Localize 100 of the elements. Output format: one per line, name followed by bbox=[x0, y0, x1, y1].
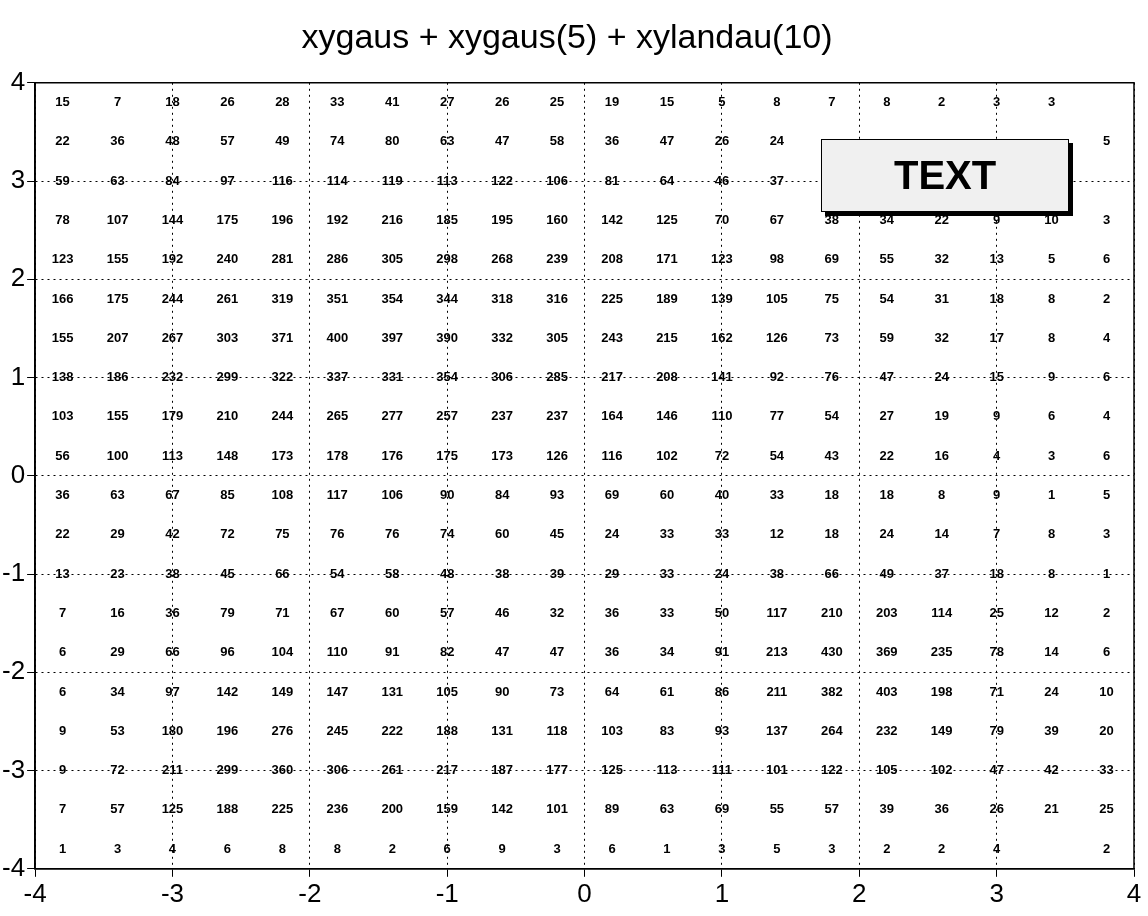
data-label: 36 bbox=[165, 604, 180, 620]
data-label: 237 bbox=[546, 408, 568, 424]
data-label: 6 bbox=[58, 683, 67, 699]
data-label: 155 bbox=[51, 329, 74, 345]
data-label: 27 bbox=[879, 408, 894, 424]
data-label: 8 bbox=[333, 840, 341, 856]
data-label: 8 bbox=[938, 487, 946, 503]
data-label: 200 bbox=[381, 801, 404, 817]
data-label: 4 bbox=[168, 840, 177, 856]
data-label: 164 bbox=[601, 408, 624, 424]
data-label: 5 bbox=[718, 94, 726, 110]
data-label: 210 bbox=[216, 408, 239, 424]
y-tick-label: -4 bbox=[1, 851, 26, 882]
data-label: 34 bbox=[110, 683, 126, 699]
data-label: 131 bbox=[491, 722, 513, 738]
data-label: 47 bbox=[494, 644, 510, 660]
data-label: 6 bbox=[1047, 408, 1056, 424]
data-label: 126 bbox=[766, 329, 788, 345]
data-label: 430 bbox=[820, 644, 843, 660]
data-label: 67 bbox=[165, 487, 180, 503]
data-label: 31 bbox=[934, 290, 949, 306]
data-label: 316 bbox=[546, 290, 568, 306]
data-label: 43 bbox=[824, 447, 840, 463]
data-label: 38 bbox=[494, 565, 510, 581]
data-label: 188 bbox=[216, 801, 239, 817]
data-label: 6 bbox=[58, 644, 67, 660]
data-label: 69 bbox=[824, 251, 840, 267]
data-label: 2 bbox=[883, 840, 891, 856]
data-label: 7 bbox=[58, 801, 67, 817]
data-label: 217 bbox=[436, 762, 459, 778]
data-label: 19 bbox=[604, 94, 620, 110]
data-label: 175 bbox=[216, 211, 239, 227]
data-label: 192 bbox=[326, 211, 349, 227]
data-label: 60 bbox=[659, 487, 675, 503]
data-label: 28 bbox=[275, 94, 290, 110]
data-label: 1 bbox=[1047, 487, 1056, 503]
data-label: 58 bbox=[385, 565, 400, 581]
data-label: 351 bbox=[326, 290, 349, 306]
data-label: 196 bbox=[216, 722, 239, 738]
data-label: 66 bbox=[824, 565, 840, 581]
data-label: 37 bbox=[934, 565, 949, 581]
data-label: 72 bbox=[714, 447, 730, 463]
data-label: 144 bbox=[161, 211, 185, 227]
data-label: 243 bbox=[601, 329, 623, 345]
data-label: 67 bbox=[330, 604, 345, 620]
data-label: 72 bbox=[110, 762, 125, 778]
data-label: 38 bbox=[769, 565, 785, 581]
x-tick-label: 4 bbox=[1126, 877, 1142, 908]
data-label: 100 bbox=[106, 447, 129, 463]
data-label: 261 bbox=[216, 290, 239, 306]
data-label: 160 bbox=[546, 211, 568, 227]
data-label: 36 bbox=[604, 644, 620, 660]
data-label: 48 bbox=[165, 133, 180, 149]
data-label: 98 bbox=[769, 251, 785, 267]
data-label: 215 bbox=[656, 329, 678, 345]
data-label: 22 bbox=[879, 447, 894, 463]
data-label: 29 bbox=[110, 526, 125, 542]
data-label: 180 bbox=[161, 722, 184, 738]
data-label: 18 bbox=[165, 94, 180, 110]
data-label: 3 bbox=[828, 840, 836, 856]
data-label: 237 bbox=[491, 408, 513, 424]
data-label: 4 bbox=[1102, 408, 1111, 424]
data-label: 92 bbox=[769, 369, 785, 385]
data-label: 116 bbox=[601, 447, 623, 463]
data-label: 322 bbox=[271, 369, 294, 385]
data-label: 3 bbox=[1102, 211, 1111, 227]
data-label: 103 bbox=[601, 722, 623, 738]
data-label: 403 bbox=[875, 683, 898, 699]
data-label: 26 bbox=[494, 94, 510, 110]
data-label: 54 bbox=[769, 447, 785, 463]
data-label: 76 bbox=[385, 526, 400, 542]
data-label: 49 bbox=[275, 133, 290, 149]
data-label: 162 bbox=[711, 329, 733, 345]
data-label: 125 bbox=[161, 801, 184, 817]
data-label: 344 bbox=[436, 290, 459, 306]
data-label: 14 bbox=[934, 526, 950, 542]
data-label: 306 bbox=[326, 762, 349, 778]
data-label: 55 bbox=[879, 251, 894, 267]
data-label: 16 bbox=[934, 447, 949, 463]
data-label: 1 bbox=[663, 840, 671, 856]
data-label: 46 bbox=[714, 172, 730, 188]
data-label: 6 bbox=[1102, 644, 1111, 660]
data-label: 261 bbox=[381, 762, 404, 778]
data-label: 155 bbox=[106, 408, 129, 424]
data-label: 3 bbox=[1047, 94, 1056, 110]
data-label: 111 bbox=[711, 762, 733, 778]
data-label: 116 bbox=[271, 172, 293, 188]
data-label: 85 bbox=[220, 487, 235, 503]
data-label: 32 bbox=[549, 604, 565, 620]
data-label: 119 bbox=[381, 172, 403, 188]
y-tick-label: 4 bbox=[10, 65, 26, 96]
data-label: 74 bbox=[330, 133, 346, 149]
data-label: 102 bbox=[656, 447, 678, 463]
data-label: 24 bbox=[879, 526, 895, 542]
data-label: 232 bbox=[161, 369, 184, 385]
data-label: 33 bbox=[659, 565, 675, 581]
data-label: 25 bbox=[989, 604, 1004, 620]
data-label: 14 bbox=[1044, 644, 1060, 660]
data-label: 5 bbox=[1102, 487, 1111, 503]
data-label: 26 bbox=[989, 801, 1004, 817]
